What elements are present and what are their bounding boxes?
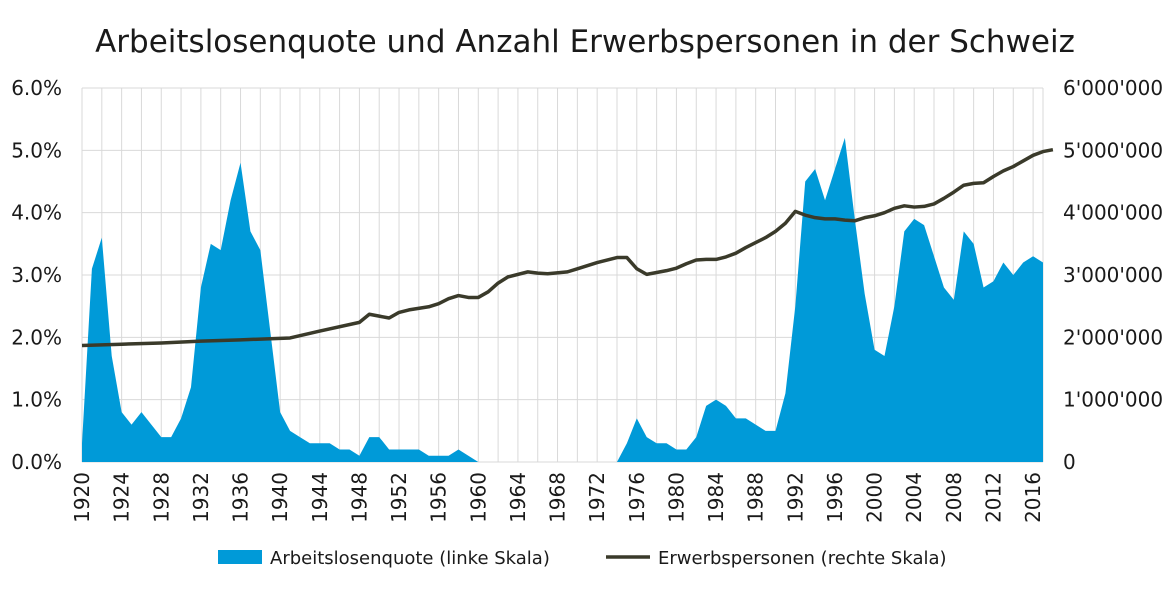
x-tick-label: 1988 bbox=[744, 472, 768, 523]
y-left-tick-label: 1.0% bbox=[11, 388, 62, 412]
x-tick-label: 1932 bbox=[189, 472, 213, 523]
x-tick-label: 1976 bbox=[625, 472, 649, 523]
y-right-tick-label: 5'000'000 bbox=[1063, 138, 1163, 162]
y-right-tick-label: 3'000'000 bbox=[1063, 263, 1163, 287]
x-axis: 1920 1924 1928 1932 1936 1940 1944 1948 1952 1956… bbox=[70, 472, 1045, 523]
y-right-tick-label: 1'000'000 bbox=[1063, 388, 1163, 412]
series-line-erwerbspersonen bbox=[81, 147, 1054, 348]
series-area-arbeitslosenquote bbox=[82, 137, 1043, 462]
x-tick-label: 1964 bbox=[506, 472, 530, 523]
area-layer bbox=[82, 137, 1043, 462]
y-right-tick-label: 0 bbox=[1063, 450, 1076, 474]
x-tick-label: 1956 bbox=[427, 472, 451, 523]
legend-swatch-area bbox=[218, 550, 262, 564]
y-left-tick-label: 0.0% bbox=[11, 450, 62, 474]
x-tick-label: 2012 bbox=[981, 472, 1005, 523]
x-tick-label: 1920 bbox=[70, 472, 94, 523]
y-left-tick-label: 6.0% bbox=[11, 76, 62, 100]
x-tick-label: 1944 bbox=[308, 472, 332, 523]
y-left-tick-label: 4.0% bbox=[11, 201, 62, 225]
y-axis-left: 0.0% 1.0% 2.0% 3.0% 4.0% 5.0% 6.0% bbox=[11, 76, 62, 474]
x-tick-label: 2004 bbox=[902, 472, 926, 523]
y-axis-right: 0 1'000'000 2'000'000 3'000'000 4'000'000 5'0… bbox=[1063, 76, 1163, 474]
x-tick-label: 1936 bbox=[229, 472, 253, 523]
chart-title: Arbeitslosenquote und Anzahl Erwerbspers… bbox=[95, 24, 1075, 60]
x-tick-label: 1960 bbox=[466, 472, 490, 523]
x-tick-label: 1924 bbox=[110, 472, 134, 523]
x-tick-label: 1948 bbox=[347, 472, 371, 523]
legend: Arbeitslosenquote (linke Skala) Erwerbsp… bbox=[218, 548, 947, 569]
legend-label-area: Arbeitslosenquote (linke Skala) bbox=[270, 548, 550, 569]
x-tick-label: 1992 bbox=[783, 472, 807, 523]
y-left-tick-label: 5.0% bbox=[11, 138, 62, 162]
x-tick-label: 2008 bbox=[942, 472, 966, 523]
x-tick-label: 1952 bbox=[387, 472, 411, 523]
y-right-tick-label: 4'000'000 bbox=[1063, 201, 1163, 225]
line-layer bbox=[81, 147, 1054, 348]
x-tick-label: 1996 bbox=[823, 472, 847, 523]
x-tick-label: 1972 bbox=[585, 472, 609, 523]
x-tick-label: 1940 bbox=[268, 472, 292, 523]
legend-label-line: Erwerbspersonen (rechte Skala) bbox=[658, 548, 947, 569]
y-right-tick-label: 2'000'000 bbox=[1063, 325, 1163, 349]
x-tick-label: 2000 bbox=[863, 472, 887, 523]
x-tick-label: 1980 bbox=[664, 472, 688, 523]
y-left-tick-label: 2.0% bbox=[11, 325, 62, 349]
y-left-tick-label: 3.0% bbox=[11, 263, 62, 287]
x-tick-label: 1928 bbox=[149, 472, 173, 523]
y-right-tick-label: 6'000'000 bbox=[1063, 76, 1163, 100]
x-tick-label: 1984 bbox=[704, 472, 728, 523]
x-tick-label: 2016 bbox=[1021, 472, 1045, 523]
x-tick-label: 1968 bbox=[546, 472, 570, 523]
